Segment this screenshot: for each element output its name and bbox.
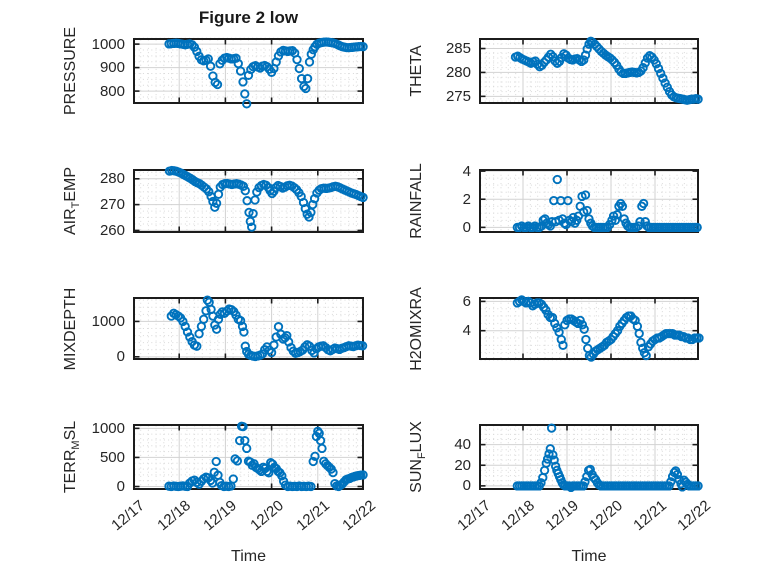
ytick-label-rainfall: 0	[462, 218, 471, 236]
series-rainfall	[512, 174, 702, 233]
y-axis-label-terr_msl: TERRMSL	[62, 420, 83, 494]
ytick-label-pressure: 1000	[91, 35, 125, 53]
series-theta	[510, 36, 703, 105]
ytick-label-rainfall: 4	[462, 162, 471, 180]
subplot-pressure	[133, 37, 368, 109]
ytick-label-air_temp: 270	[99, 196, 125, 214]
ytick-label-h2omixra: 6	[462, 292, 471, 310]
plot-area-air_temp	[133, 165, 368, 233]
ytick-label-mixdepth: 1000	[91, 312, 125, 330]
xtick-label: 12/17	[108, 497, 148, 535]
xtick-label: 12/22	[339, 497, 379, 535]
ytick-label-mixdepth: 0	[116, 348, 125, 366]
x-axis-label-left: Time	[231, 548, 266, 565]
ytick-label-terr_msl: 0	[116, 478, 125, 495]
plot-area-h2omixra	[479, 295, 704, 362]
xtick-label: 12/20	[246, 497, 287, 535]
ytick-label-terr_msl: 500	[99, 448, 125, 466]
ytick-label-h2omixra: 4	[462, 322, 471, 340]
subplot-terr_msl	[133, 421, 368, 492]
plot-area-mixdepth	[133, 295, 368, 362]
ytick-label-rainfall: 2	[462, 190, 471, 208]
ytick-label-theta: 280	[445, 63, 471, 81]
series-sun_flux	[512, 423, 703, 493]
ytick-label-air_temp: 280	[99, 170, 125, 188]
series-pressure	[164, 37, 368, 109]
subplot-rainfall	[479, 169, 702, 233]
subplot-mixdepth	[133, 295, 368, 362]
subplot-theta	[479, 36, 703, 105]
series-mixdepth	[166, 295, 368, 362]
ytick-label-air_temp: 260	[99, 221, 125, 239]
xtick-label: 12/21	[293, 497, 333, 535]
ytick-label-sun_flux: 0	[462, 477, 471, 495]
series-h2omixra	[512, 295, 704, 362]
ytick-label-pressure: 800	[99, 82, 125, 100]
series-air_temp	[164, 165, 368, 232]
ytick-label-terr_msl: 1000	[91, 419, 125, 437]
plot-area-pressure	[133, 37, 368, 109]
subplot-h2omixra	[479, 295, 704, 362]
xtick-label: 12/19	[200, 497, 241, 535]
subplot-sun_flux	[479, 423, 703, 493]
plot-area-sun_flux	[479, 423, 703, 493]
plot-area-terr_msl	[133, 421, 368, 492]
series-terr_msl	[164, 421, 368, 492]
ytick-label-pressure: 900	[99, 59, 125, 77]
ytick-label-sun_flux: 40	[454, 436, 471, 454]
plot-area-rainfall	[479, 169, 702, 233]
plot-area-theta	[479, 36, 703, 105]
y-axis-label-sun_flux: SUNFLUX	[408, 421, 429, 493]
ytick-label-theta: 285	[445, 40, 471, 58]
x-axis-label-right: Time	[571, 548, 607, 565]
xtick-label: 12/18	[154, 497, 195, 535]
ytick-label-sun_flux: 20	[454, 456, 471, 474]
ytick-label-theta: 275	[445, 87, 471, 105]
figure-title: Figure 2 low	[198, 8, 299, 27]
subplot-air_temp	[133, 165, 368, 233]
